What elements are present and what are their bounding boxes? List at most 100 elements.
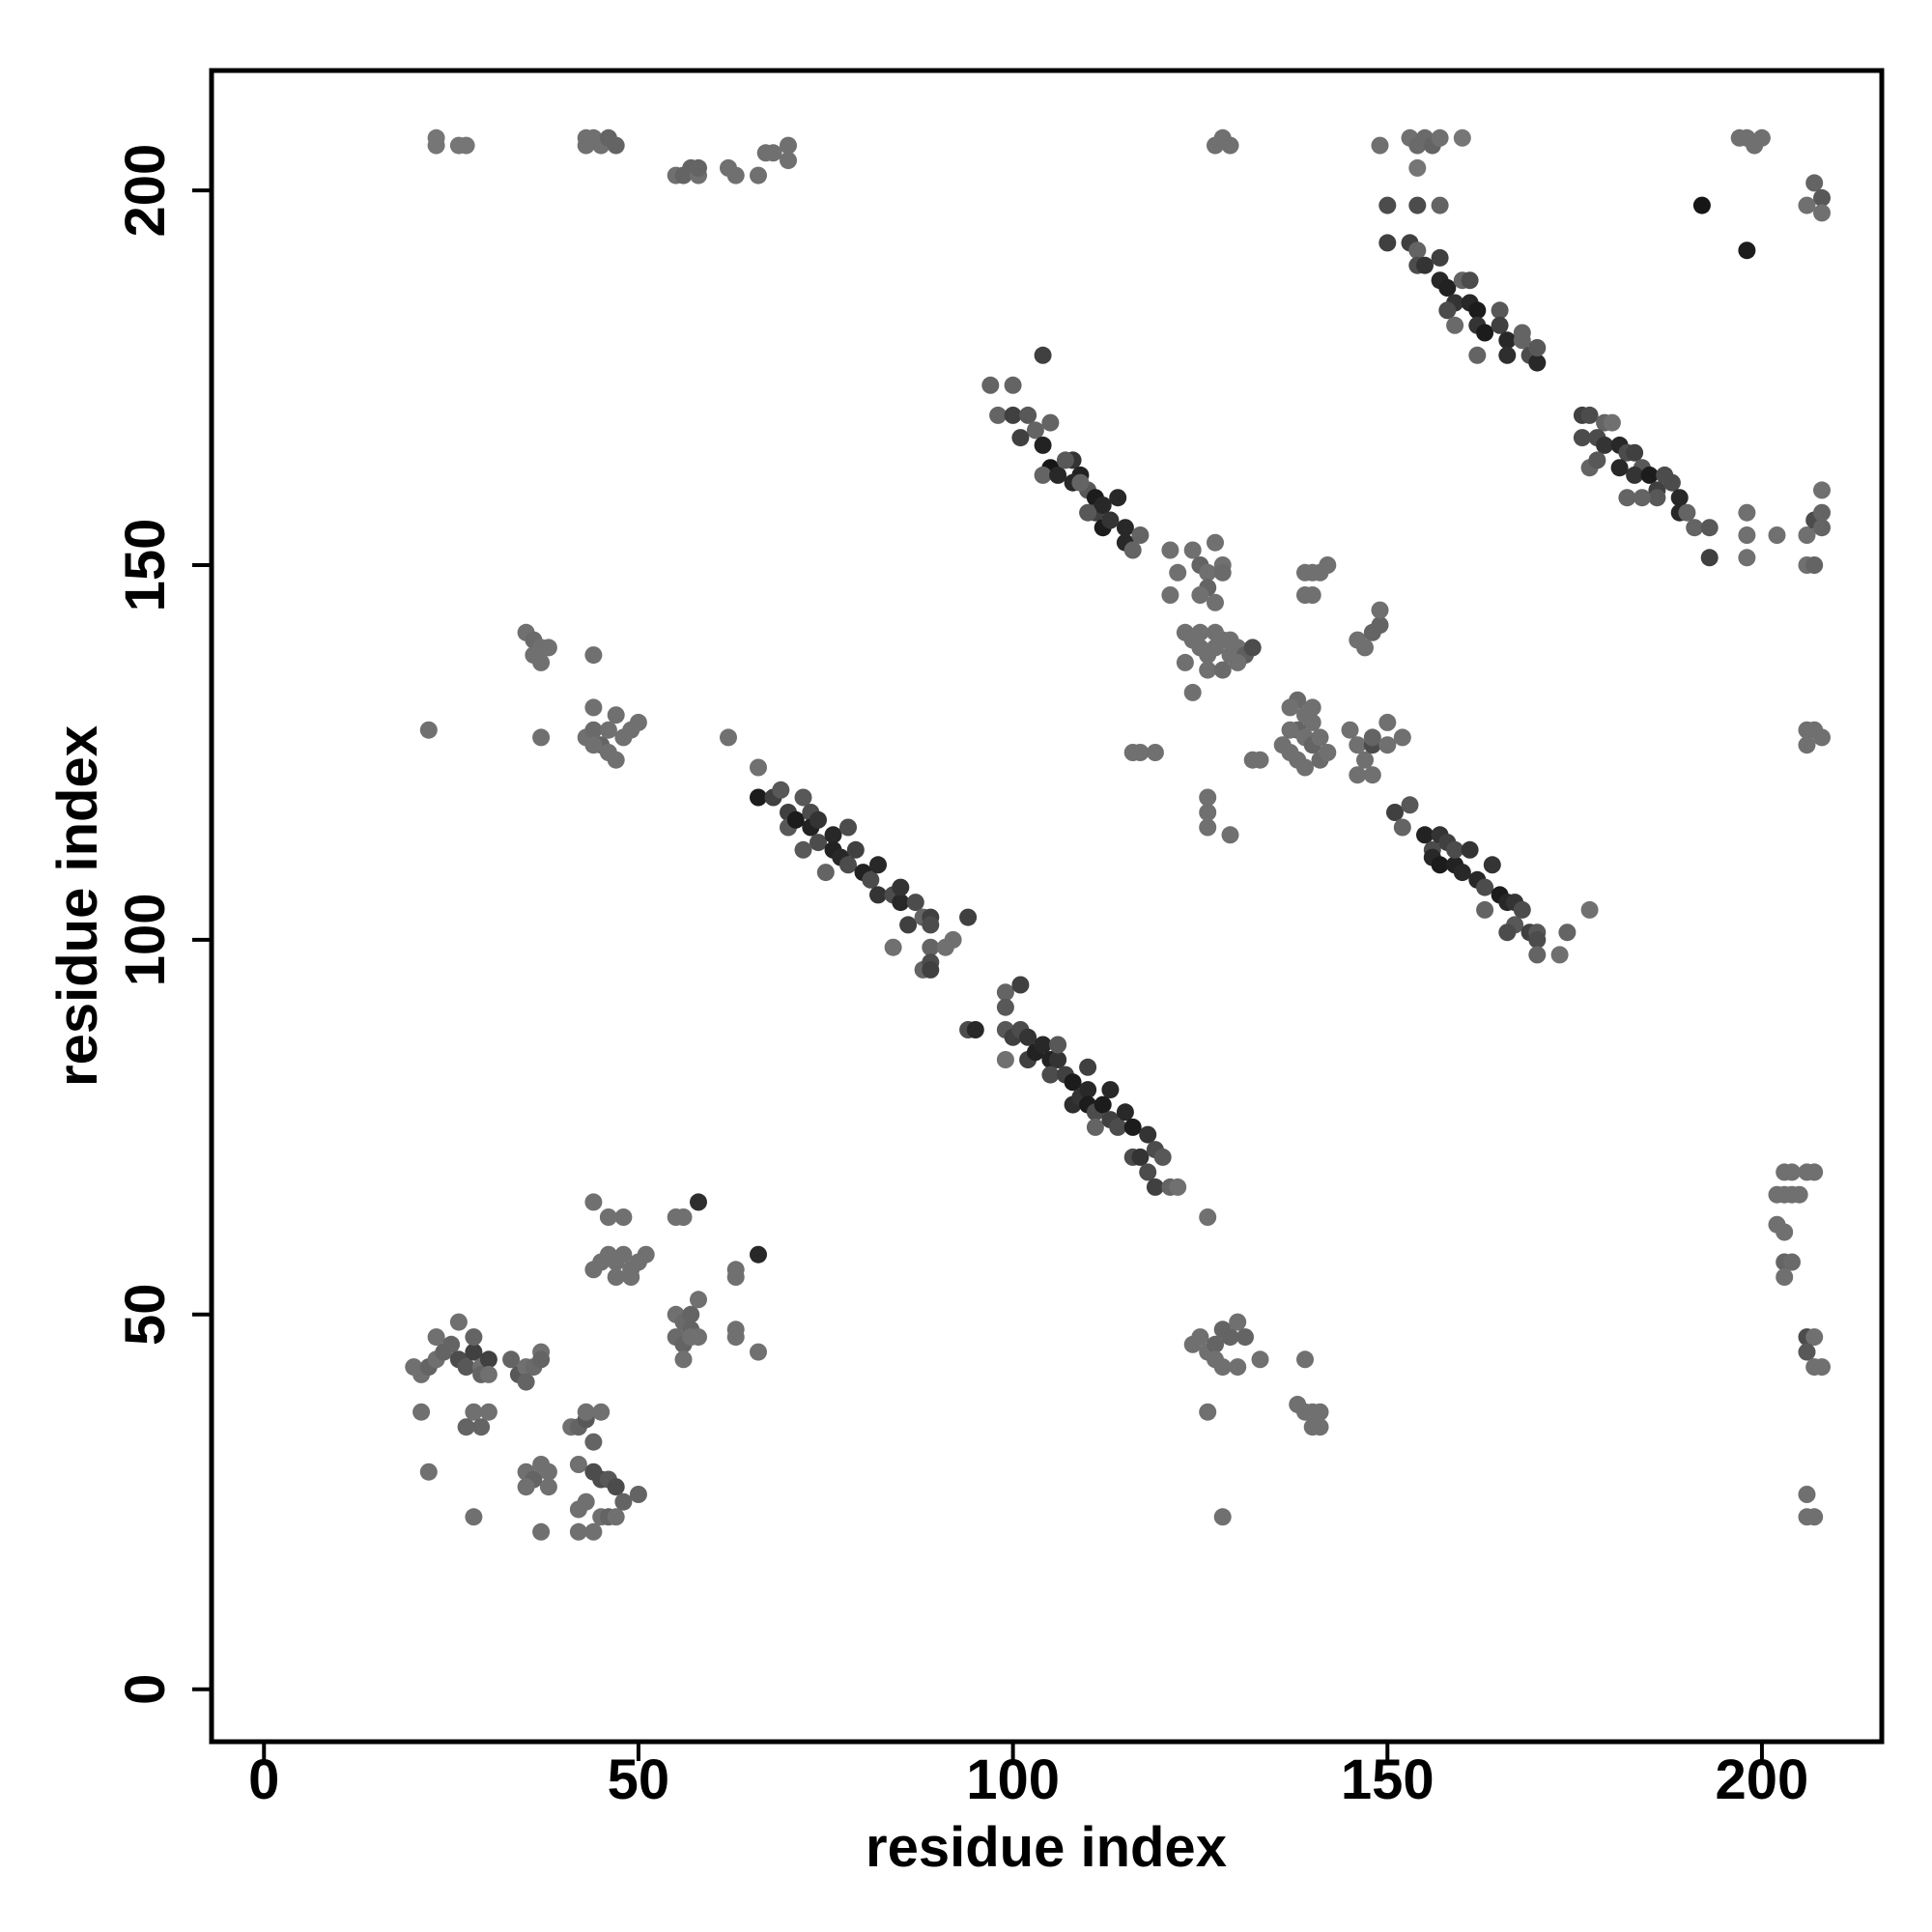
contact-point-148 — [1319, 744, 1337, 761]
contact-point-283 — [810, 834, 827, 852]
plot-frame — [209, 68, 1885, 1745]
contact-point-432 — [569, 1522, 587, 1541]
contact-point-152 — [1319, 556, 1337, 574]
contact-point-144 — [1311, 728, 1329, 747]
contact-point-410 — [539, 1463, 557, 1481]
contact-point-361 — [532, 728, 551, 747]
contact-point-79 — [1011, 429, 1030, 447]
contact-point-181 — [1446, 840, 1464, 859]
contact-point-128 — [1207, 623, 1224, 641]
contact-point-387 — [465, 1343, 483, 1361]
contact-point-16 — [726, 166, 745, 185]
contact-point-289 — [846, 840, 865, 859]
contact-point-375 — [720, 728, 737, 747]
contact-point-185 — [1483, 856, 1501, 874]
y-axis-title: residue index — [46, 725, 109, 1087]
contact-point-313 — [966, 1021, 984, 1038]
contact-point-58 — [1476, 324, 1494, 342]
contact-point-39 — [1798, 196, 1816, 214]
contact-point-72 — [1738, 242, 1756, 260]
contact-point-102 — [1071, 473, 1090, 492]
contact-point-354 — [419, 721, 438, 739]
contact-point-307 — [944, 930, 962, 949]
contact-point-337 — [1101, 1081, 1120, 1099]
contact-point-225 — [1662, 473, 1681, 492]
contact-point-222 — [1640, 466, 1659, 484]
x-tick-label-150: 150 — [1341, 1748, 1435, 1811]
contact-point-347 — [1139, 1163, 1157, 1181]
contact-point-329 — [1064, 1073, 1082, 1092]
contact-point-63 — [1498, 346, 1517, 364]
contact-point-171 — [1393, 818, 1411, 837]
contact-point-101 — [1079, 503, 1097, 522]
contact-point-194 — [1528, 946, 1547, 964]
contact-point-425 — [614, 1492, 633, 1511]
contact-point-258 — [1790, 1185, 1808, 1204]
contact-point-48 — [1416, 256, 1434, 274]
contact-point-296 — [892, 878, 910, 896]
contact-point-177 — [1431, 856, 1449, 874]
contact-point-231 — [1686, 519, 1704, 537]
contact-point-147 — [1273, 736, 1292, 754]
contact-point-411 — [517, 1478, 535, 1496]
contact-point-486 — [1296, 1350, 1314, 1369]
contact-point-233 — [1700, 549, 1719, 567]
contact-point-146 — [1303, 698, 1321, 717]
contact-point-32 — [1453, 128, 1471, 147]
contact-point-193 — [1528, 930, 1547, 949]
contact-point-324 — [1034, 1036, 1052, 1054]
contact-point-104 — [1169, 563, 1187, 582]
x-axis: 0 50 100 150 200 — [248, 1742, 1808, 1811]
contact-point-465 — [750, 1343, 767, 1361]
contact-point-476 — [1229, 1358, 1247, 1377]
contact-point-208 — [1221, 826, 1239, 844]
contact-point-202 — [1146, 744, 1164, 761]
contact-point-350 — [1169, 1178, 1187, 1196]
contact-point-91 — [1094, 497, 1112, 514]
contact-point-373 — [584, 736, 603, 754]
contact-point-275 — [772, 781, 790, 799]
contact-point-170 — [1386, 804, 1404, 821]
contact-point-19 — [764, 144, 782, 162]
contact-point-31 — [1431, 128, 1449, 147]
contact-point-251 — [1798, 736, 1816, 754]
contact-point-371 — [629, 713, 647, 731]
contact-point-199 — [1476, 900, 1494, 919]
x-tick-label-100: 100 — [966, 1748, 1060, 1811]
contact-point-134 — [1281, 698, 1299, 717]
contact-point-435 — [599, 1208, 617, 1226]
contact-point-215 — [1596, 436, 1614, 454]
contact-point-166 — [1378, 736, 1397, 754]
contact-point-93 — [1109, 489, 1127, 507]
contact-point-114 — [1161, 586, 1179, 604]
contact-point-460 — [690, 1328, 707, 1347]
contact-point-335 — [1086, 1118, 1104, 1136]
contact-point-424 — [607, 1478, 625, 1496]
contact-point-340 — [1116, 1103, 1134, 1122]
contact-point-253 — [1783, 1163, 1801, 1181]
contact-point-310 — [816, 864, 835, 882]
contact-point-42 — [1408, 196, 1427, 214]
contact-point-62 — [1498, 331, 1517, 350]
contact-point-485 — [1311, 1418, 1329, 1436]
contact-point-213 — [1573, 429, 1591, 447]
contact-point-111 — [1213, 563, 1232, 582]
contact-point-41 — [1378, 196, 1397, 214]
contact-point-284 — [824, 826, 842, 844]
contact-point-206 — [1199, 804, 1217, 821]
contact-point-255 — [1805, 1163, 1824, 1181]
contact-point-413 — [532, 1522, 551, 1541]
contact-point-431 — [607, 1508, 625, 1526]
contact-point-291 — [862, 870, 880, 889]
contact-point-142 — [1296, 758, 1314, 777]
contact-point-9 — [607, 136, 625, 155]
contact-point-270 — [1798, 1486, 1816, 1503]
contact-point-261 — [1776, 1223, 1794, 1241]
y-tick-label-100: 100 — [114, 894, 177, 987]
contact-point-362 — [584, 698, 603, 717]
contact-point-353 — [1049, 1036, 1067, 1054]
contact-point-352 — [1079, 1058, 1097, 1076]
contact-point-246 — [1805, 556, 1824, 574]
contact-point-14 — [690, 158, 707, 177]
